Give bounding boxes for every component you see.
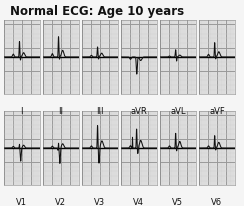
Text: aVF: aVF (209, 106, 225, 115)
Text: II: II (58, 106, 63, 115)
Text: (half sensitivity): (half sensitivity) (37, 205, 84, 206)
Text: V6: V6 (211, 197, 223, 206)
Text: aVL: aVL (170, 106, 186, 115)
Text: V4: V4 (133, 197, 144, 206)
Text: V2: V2 (55, 197, 66, 206)
Text: V5: V5 (172, 197, 183, 206)
Text: aVR: aVR (131, 106, 147, 115)
Text: I: I (20, 106, 23, 115)
Text: III: III (96, 106, 103, 115)
Text: V3: V3 (94, 197, 105, 206)
Text: V1: V1 (16, 197, 27, 206)
Text: Normal ECG: Age 10 years: Normal ECG: Age 10 years (10, 5, 184, 18)
